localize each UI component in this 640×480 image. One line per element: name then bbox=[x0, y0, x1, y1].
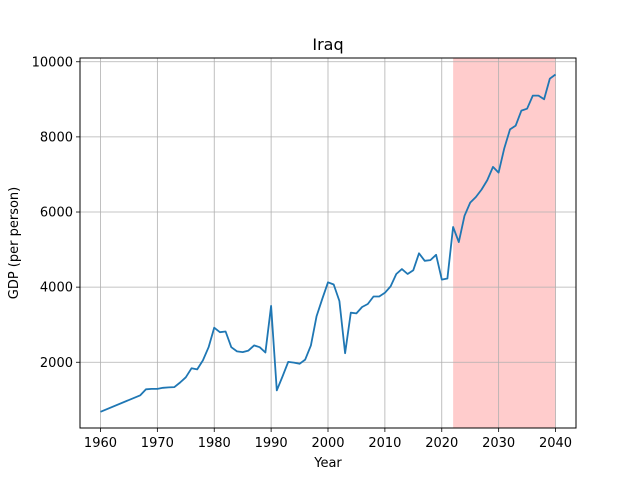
x-tick-label: 2020 bbox=[425, 436, 458, 451]
x-tick-label: 2000 bbox=[311, 436, 344, 451]
x-tick-label: 1970 bbox=[141, 436, 174, 451]
y-tick-label: 4000 bbox=[40, 281, 73, 296]
y-axis-label: GDP (per person) bbox=[7, 187, 22, 300]
axis-ticks: 1960 1970 1980 1990 2000 2010 2020 2030 2040 2000… bbox=[32, 55, 572, 451]
grid-lines bbox=[80, 58, 576, 428]
x-axis-label: Year bbox=[313, 456, 342, 471]
forecast-shaded-region bbox=[453, 58, 556, 428]
series-line-layer bbox=[100, 73, 557, 413]
y-tick-label: 2000 bbox=[40, 356, 73, 371]
gdp-series-line bbox=[100, 73, 557, 413]
x-tick-label: 2030 bbox=[482, 436, 515, 451]
y-tick-label: 10000 bbox=[32, 55, 73, 70]
y-tick-label: 8000 bbox=[40, 130, 73, 145]
forecast-band bbox=[453, 58, 556, 428]
x-tick-label: 2010 bbox=[368, 436, 401, 451]
x-tick-label: 2040 bbox=[539, 436, 572, 451]
y-tick-label: 6000 bbox=[40, 206, 73, 221]
chart-title: Iraq bbox=[312, 35, 343, 54]
x-tick-label: 1960 bbox=[84, 436, 117, 451]
x-tick-label: 1980 bbox=[198, 436, 231, 451]
x-tick-label: 1990 bbox=[255, 436, 288, 451]
